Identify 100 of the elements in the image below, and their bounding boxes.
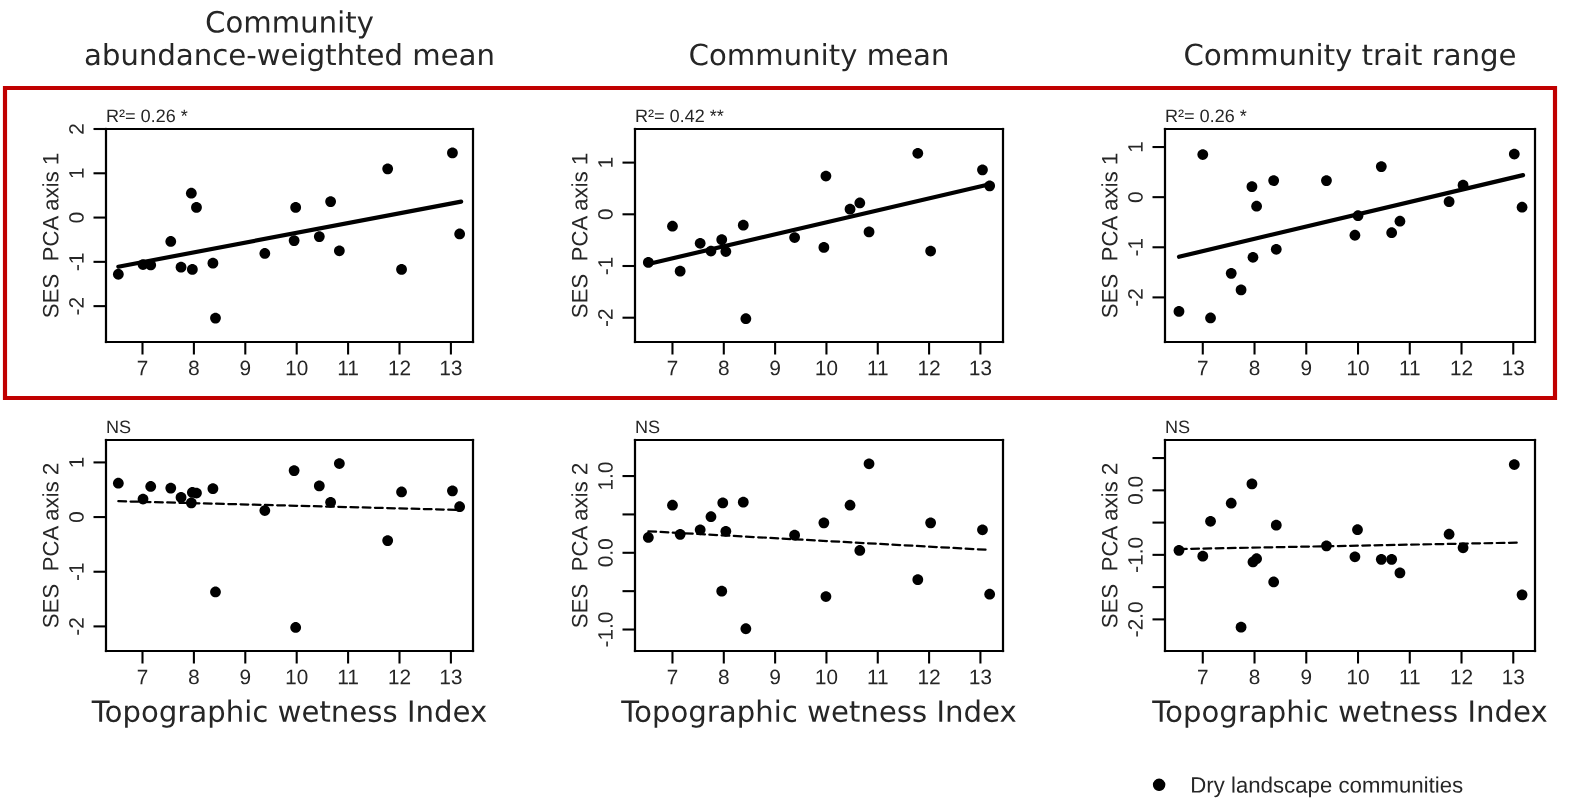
point <box>210 312 221 324</box>
x-tick-label: 8 <box>189 669 199 685</box>
point <box>1508 459 1520 470</box>
point <box>313 480 325 492</box>
point <box>1270 243 1282 255</box>
point <box>145 481 157 492</box>
point <box>1352 524 1363 536</box>
x-tick-label: 13 <box>440 669 462 685</box>
point <box>667 499 678 511</box>
x-tick-label: 13 <box>970 360 992 376</box>
point <box>1349 229 1361 241</box>
point <box>740 623 752 635</box>
point <box>642 532 654 543</box>
y-tick-label: -1 <box>598 257 613 275</box>
point <box>1321 175 1332 186</box>
point <box>1235 621 1247 633</box>
point <box>396 486 407 498</box>
x-tick-label: 7 <box>667 669 678 685</box>
point <box>1268 576 1280 588</box>
point <box>820 591 832 602</box>
point <box>717 497 729 509</box>
x-tick-label: 9 <box>1301 669 1312 685</box>
x-tick-label: 12 <box>389 360 411 376</box>
x-tick-label: 13 <box>1503 669 1524 685</box>
y-tick-label: 1 <box>69 168 84 178</box>
x-tick-label: 8 <box>189 360 199 376</box>
x-tick-label: 7 <box>1198 669 1208 685</box>
point <box>454 501 466 513</box>
text: R²= 0.26 * <box>107 109 188 123</box>
point <box>863 226 875 238</box>
point <box>1508 148 1520 160</box>
point <box>1246 181 1258 193</box>
y-tick-label: -2 <box>69 618 84 635</box>
point <box>313 231 325 242</box>
text: NS <box>1166 420 1190 434</box>
point <box>789 529 800 541</box>
point <box>165 482 177 494</box>
y-tick-label: 1 <box>69 457 84 467</box>
point <box>716 585 728 597</box>
point <box>1246 478 1258 490</box>
y-tick-label: -1 <box>69 253 84 271</box>
y-tick-label: 1 <box>598 157 613 167</box>
x-tick-label: 7 <box>137 360 148 376</box>
x-tick-label: 13 <box>970 669 992 685</box>
x-tick-label: 9 <box>770 669 780 685</box>
point <box>1375 553 1387 565</box>
chart-title: Community abundance-weigthted mean <box>85 10 493 72</box>
point <box>1321 540 1332 552</box>
x-tick-label: 9 <box>240 360 251 376</box>
y-tick-label: 0 <box>69 512 84 523</box>
point <box>382 535 394 546</box>
x-tick-label: 11 <box>1400 360 1420 376</box>
x-tick-label: 8 <box>718 360 729 376</box>
point <box>720 525 732 537</box>
point <box>863 458 875 470</box>
x-tick-label: 10 <box>286 669 308 685</box>
point <box>1235 284 1247 296</box>
point <box>259 505 271 516</box>
y-axis-title: SES PCA axis 1 <box>1101 153 1118 318</box>
y-tick-label: 0.0 <box>1128 476 1143 504</box>
x-tick-label: 9 <box>770 360 780 376</box>
point <box>984 180 996 192</box>
x-tick-label: 8 <box>718 669 729 685</box>
point <box>210 586 221 598</box>
point <box>1225 267 1237 279</box>
point <box>844 203 856 215</box>
point <box>1457 542 1469 554</box>
point <box>820 170 832 182</box>
point <box>674 529 686 540</box>
point <box>447 485 458 497</box>
point <box>912 574 924 586</box>
point <box>818 242 830 253</box>
point <box>1197 550 1209 562</box>
point <box>186 264 198 275</box>
point <box>912 147 924 159</box>
x-tick-label: 11 <box>338 669 358 685</box>
point <box>705 245 717 257</box>
x-tick-label: 11 <box>1400 669 1420 685</box>
point <box>454 228 466 240</box>
y-tick-label: -2 <box>69 297 84 315</box>
point <box>1516 201 1528 213</box>
point <box>290 202 302 213</box>
point <box>737 219 749 231</box>
text: R²= 0.42 ** <box>636 109 724 123</box>
x-tick-label: 7 <box>1198 360 1208 376</box>
x-tick-label: 12 <box>919 669 940 685</box>
point <box>325 496 336 508</box>
point <box>290 622 302 633</box>
point <box>288 235 300 246</box>
point <box>674 265 686 277</box>
point <box>977 164 988 176</box>
x-tick-label: 11 <box>868 360 888 376</box>
y-axis-title: SES PCA axis 2 <box>1101 463 1118 628</box>
point <box>165 236 177 247</box>
point <box>333 245 345 257</box>
point <box>1386 553 1398 565</box>
x-tick-label: 11 <box>868 669 888 685</box>
point <box>259 248 271 259</box>
x-tick-label: 8 <box>1249 669 1260 685</box>
x-tick-label: 10 <box>816 360 838 376</box>
